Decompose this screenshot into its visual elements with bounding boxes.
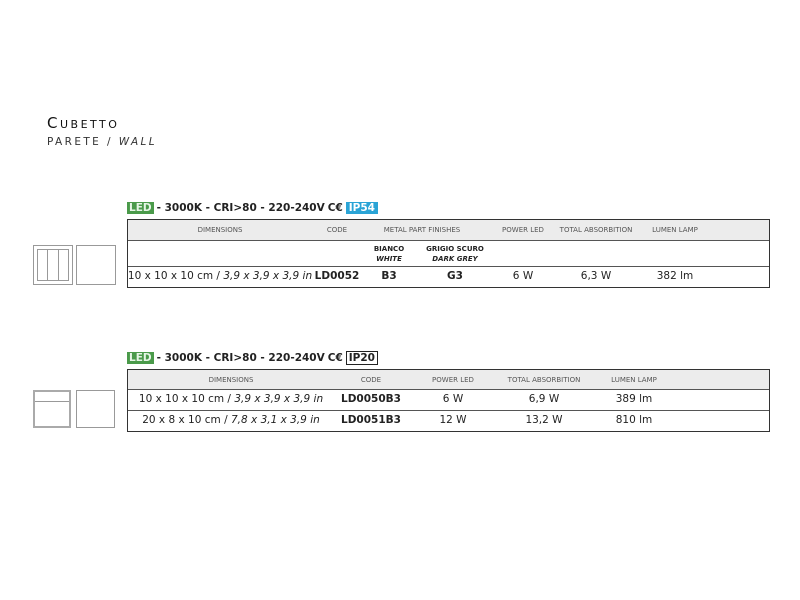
code-cell: LD0052 <box>314 270 360 282</box>
ip-badge: IP20 <box>345 351 378 365</box>
lumen-cell: 382 lm <box>656 270 694 282</box>
table-header: DIMENSIONS CODE POWER LED TOTAL ABSORBIT… <box>128 370 769 390</box>
table-row: 10 x 10 x 10 cm / 3,9 x 3,9 x 3,9 in LD0… <box>128 267 769 287</box>
col-dimensions: DIMENSIONS <box>197 226 243 234</box>
ce-mark: C€ <box>327 352 343 364</box>
code-cell: LD0051B3 <box>341 414 401 426</box>
spec-text: - 3000K - CRI>80 - 220-240V <box>156 202 325 214</box>
product-side-icon <box>76 390 115 428</box>
product-front-icon <box>33 245 73 285</box>
code-cell: LD0050B3 <box>341 393 401 405</box>
col-absorption: TOTAL ABSORBITION <box>507 376 581 384</box>
power-cell: 6 W <box>442 393 464 405</box>
absorption-cell: 6,9 W <box>528 393 560 405</box>
table-row: 10 x 10 x 10 cm / 3,9 x 3,9 x 3,9 in LD0… <box>128 390 769 411</box>
col-power: POWER LED <box>432 376 474 384</box>
absorption-cell: 6,3 W <box>580 270 612 282</box>
col-lumen: LUMEN LAMP <box>611 376 657 384</box>
dimensions-cell: 10 x 10 x 10 cm / 3,9 x 3,9 x 3,9 in <box>138 393 324 405</box>
col-dimensions: DIMENSIONS <box>208 376 254 384</box>
ip-badge: IP54 <box>345 202 378 214</box>
subtitle-italian: PARETE <box>47 136 102 148</box>
led-badge: LED <box>127 352 154 364</box>
led-badge: LED <box>127 202 154 214</box>
lumen-cell: 389 lm <box>615 393 653 405</box>
spec-table-ip20: DIMENSIONS CODE POWER LED TOTAL ABSORBIT… <box>127 369 770 432</box>
dimensions-cell: 20 x 8 x 10 cm / 7,8 x 3,1 x 3,9 in <box>142 414 320 426</box>
product-subtitle: PARETE / WALL <box>47 136 157 148</box>
dimensions-cell: 10 x 10 x 10 cm / 3,9 x 3,9 x 3,9 in <box>127 270 313 282</box>
col-power: POWER LED <box>502 226 544 234</box>
col-absorption: TOTAL ABSORBITION <box>559 226 633 234</box>
col-finishes: METAL PART FINISHES <box>383 226 461 234</box>
finish-dark-grey: GRIGIO SCURO DARK GREY <box>426 245 484 263</box>
subtitle-english: WALL <box>118 136 158 148</box>
lumen-cell: 810 lm <box>615 414 653 426</box>
spec-table-ip54: DIMENSIONS CODE METAL PART FINISHES POWE… <box>127 219 770 288</box>
finish-white-cell: B3 <box>381 270 397 282</box>
finish-white: BIANCO WHITE <box>373 245 405 263</box>
power-cell: 12 W <box>439 414 467 426</box>
spec-line-ip54: LED - 3000K - CRI>80 - 220-240V C€ IP54 <box>127 202 378 214</box>
col-code: CODE <box>360 376 382 384</box>
finish-grey-cell: G3 <box>447 270 463 282</box>
finishes-subheader: BIANCO WHITE GRIGIO SCURO DARK GREY <box>128 241 769 267</box>
spec-text: - 3000K - CRI>80 - 220-240V <box>156 352 325 364</box>
spec-line-ip20: LED - 3000K - CRI>80 - 220-240V C€ IP20 <box>127 351 378 365</box>
col-code: CODE <box>326 226 348 234</box>
table-header: DIMENSIONS CODE METAL PART FINISHES POWE… <box>128 220 769 241</box>
product-side-icon <box>76 245 116 285</box>
table-row: 20 x 8 x 10 cm / 7,8 x 3,1 x 3,9 in LD00… <box>128 411 769 431</box>
col-lumen: LUMEN LAMP <box>652 226 698 234</box>
subtitle-separator: / <box>106 136 113 148</box>
product-front-icon <box>33 390 71 428</box>
absorption-cell: 13,2 W <box>525 414 563 426</box>
power-cell: 6 W <box>512 270 534 282</box>
product-title: Cubetto <box>47 114 120 132</box>
ce-mark: C€ <box>327 202 343 214</box>
